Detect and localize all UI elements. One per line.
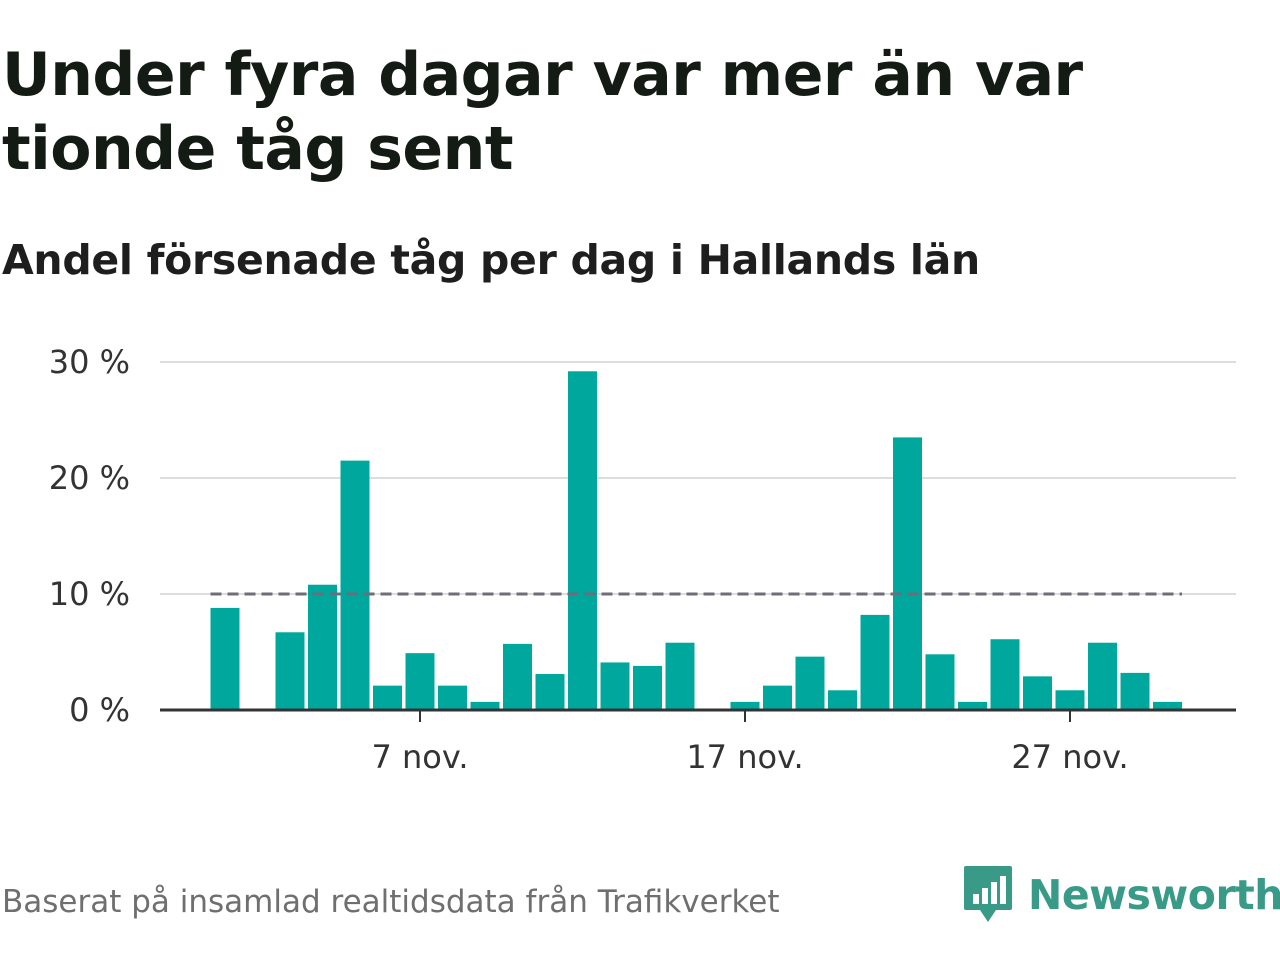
bar	[1023, 676, 1052, 710]
bar	[990, 639, 1020, 710]
bar	[958, 701, 987, 710]
bar	[828, 690, 857, 710]
chart-title: Under fyra dagar var mer än var tionde t…	[2, 40, 1083, 184]
bars	[210, 371, 1182, 710]
bar	[210, 607, 240, 710]
bar	[665, 642, 695, 710]
bar	[503, 643, 532, 710]
bar	[405, 653, 435, 710]
y-tick-label: 0 %	[69, 691, 130, 729]
gridlines	[160, 361, 1236, 595]
bar	[730, 701, 760, 710]
chart-subtitle: Andel försenade tåg per dag i Hallands l…	[2, 236, 980, 284]
bar	[925, 654, 955, 710]
bar	[535, 674, 565, 710]
bar-chart: 0 % 10 % 20 % 30 % 7 nov. 17 nov. 27 nov.	[49, 343, 1236, 776]
bar	[438, 685, 467, 710]
x-tick-label: 27 nov.	[1011, 738, 1128, 776]
bar	[795, 656, 825, 710]
bar	[600, 662, 630, 710]
bar	[275, 632, 305, 710]
bar	[568, 371, 597, 710]
y-tick-label: 10 %	[49, 575, 130, 613]
brand-logo: Newsworthy	[962, 862, 1280, 928]
y-tick-label: 30 %	[49, 343, 130, 381]
bar	[1088, 642, 1117, 710]
x-tick-label: 7 nov.	[371, 738, 468, 776]
bar	[373, 685, 402, 710]
bar	[308, 584, 337, 710]
bar-chart-speech-bubble-icon	[964, 866, 1012, 922]
bar	[1055, 690, 1085, 710]
bar	[340, 460, 370, 710]
bar	[470, 701, 500, 710]
y-tick-label: 20 %	[49, 459, 130, 497]
brand-name: Newsworthy	[1028, 871, 1280, 919]
bar	[860, 614, 890, 710]
x-tick-label: 17 nov.	[686, 738, 803, 776]
bar	[763, 685, 792, 710]
bar	[1153, 701, 1182, 710]
bar	[1120, 672, 1150, 710]
bar	[633, 665, 662, 710]
axes: 0 % 10 % 20 % 30 % 7 nov. 17 nov. 27 nov.	[49, 343, 1236, 776]
source-note: Baserat på insamlad realtidsdata från Tr…	[2, 884, 780, 920]
bar	[893, 437, 922, 710]
